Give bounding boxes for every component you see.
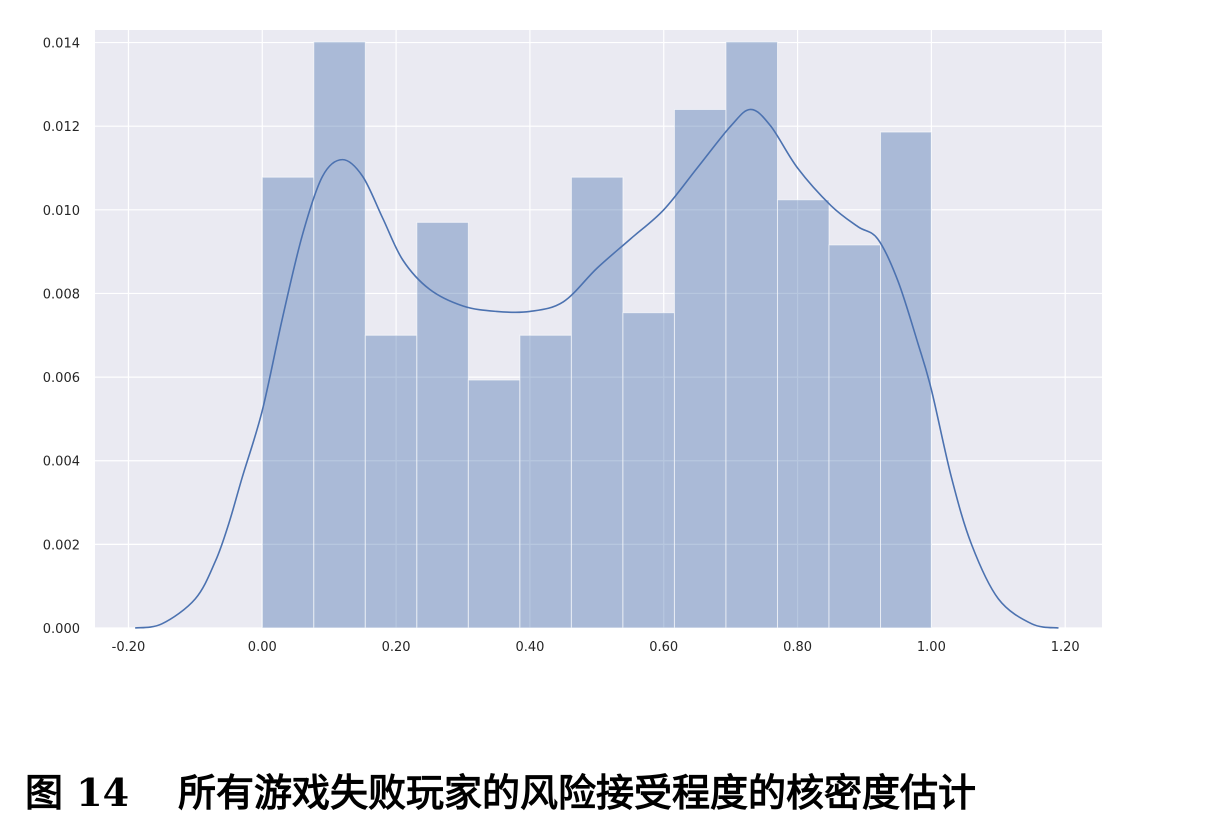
histogram-bar (467, 379, 521, 629)
y-tick-label: 0.012 (43, 120, 80, 135)
histogram-bars (261, 41, 932, 629)
kde-curve (135, 108, 1059, 629)
x-axis-tick-labels: -0.20 0.00 0.20 0.40 0.60 0.80 1.00 1.20 (112, 640, 1080, 655)
y-tick-label: 0.002 (43, 538, 80, 553)
histogram-bar (261, 176, 315, 629)
figure-number: 图 14 (25, 770, 130, 815)
y-tick-label: 0.006 (43, 371, 80, 386)
histogram-bar (776, 199, 830, 629)
y-axis-tick-labels: 0.000 0.002 0.004 0.006 0.008 0.010 0.012 0.014 (43, 37, 80, 637)
x-tick-label: -0.20 (112, 640, 146, 655)
y-tick-label: 0.010 (43, 204, 80, 219)
x-tick-label: 1.00 (917, 640, 946, 655)
y-tick-label: 0.008 (43, 287, 80, 302)
y-tick-label: 0.004 (43, 455, 80, 470)
x-tick-label: 1.20 (1051, 640, 1080, 655)
histogram-bar (880, 131, 932, 629)
x-tick-label: 0.60 (649, 640, 678, 655)
histogram-bar (828, 244, 882, 629)
figure-title: 所有游戏失败玩家的风险接受程度的核密度估计 (178, 770, 977, 815)
y-tick-label: 0.014 (43, 37, 80, 52)
histogram-bar (313, 41, 366, 629)
histogram-bar (519, 334, 572, 629)
x-tick-label: 0.20 (382, 640, 411, 655)
y-tick-label: 0.000 (43, 622, 80, 637)
x-tick-label: 0.40 (515, 640, 544, 655)
histogram-bar (364, 334, 418, 629)
x-tick-label: 0.80 (783, 640, 812, 655)
histogram-bar (570, 176, 624, 629)
kde-histogram-chart: -0.20 0.00 0.20 0.40 0.60 0.80 1.00 1.20 0.0000… (43, 30, 1102, 655)
figure-caption: 图 14 所有游戏失败玩家的风险接受程度的核密度估计 (0, 762, 1216, 822)
histogram-bar (622, 312, 675, 629)
histogram-bar (416, 221, 469, 629)
x-tick-label: 0.00 (248, 640, 277, 655)
histogram-bar (725, 41, 778, 629)
histogram-bar (673, 108, 727, 629)
